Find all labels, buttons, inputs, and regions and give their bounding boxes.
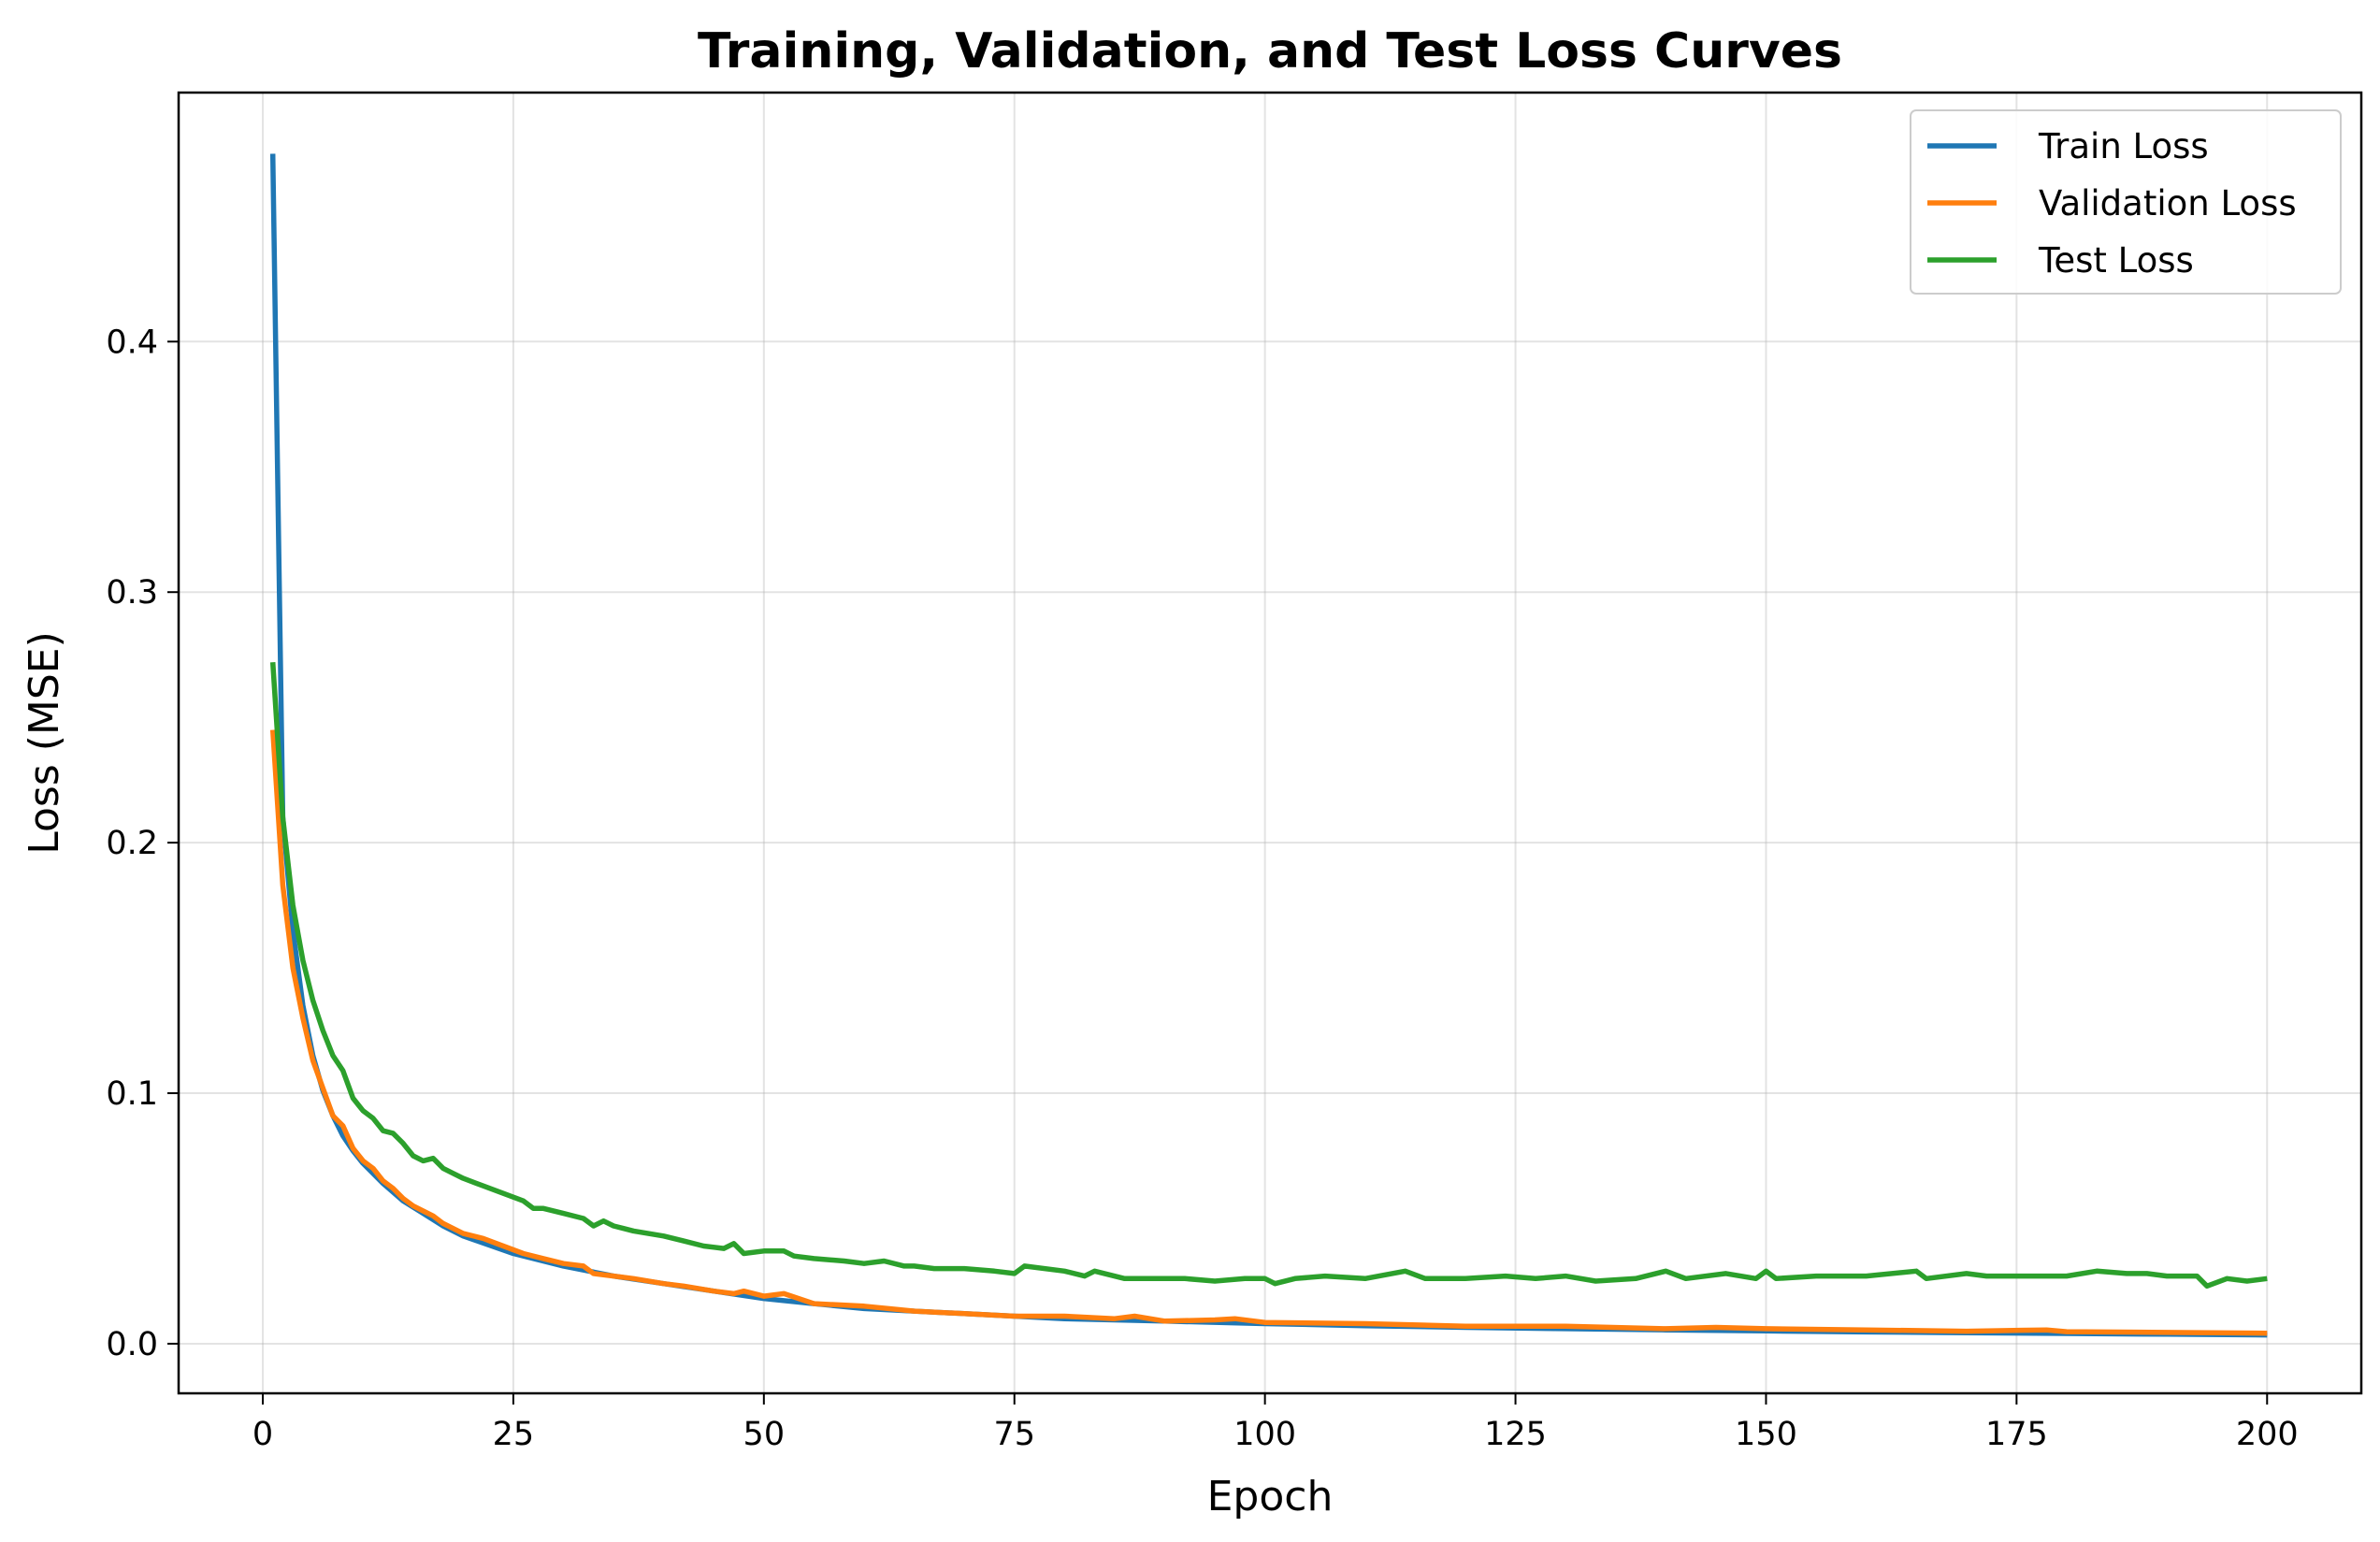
x-tick-label: 150 [1735,1416,1797,1453]
series-line-validation-loss [269,729,2268,1336]
x-tick-label: 100 [1233,1416,1296,1453]
x-tick-label: 175 [1985,1416,2048,1453]
legend-label: Train Loss [2038,126,2209,166]
plot-area [269,153,2268,1338]
y-tick-label: 0.3 [106,574,158,612]
series-line-test-loss [269,662,2268,1290]
x-axis-label: Epoch [1207,1473,1334,1520]
x-tick-label: 0 [252,1416,273,1453]
y-tick-label: 0.1 [106,1075,158,1113]
legend-label: Validation Loss [2039,183,2297,223]
y-axis: 0.0 0.1 0.2 0.3 0.4 [106,324,179,1363]
x-tick-label: 125 [1484,1416,1547,1453]
legend: Train Loss Validation Loss Test Loss [1910,109,2342,295]
x-tick-label: 50 [743,1416,786,1453]
y-tick-label: 0.2 [106,825,158,862]
legend-box [1910,109,2342,295]
x-tick-label: 200 [2236,1416,2299,1453]
grid [179,93,2361,1393]
chart-title: Training, Validation, and Test Loss Curv… [698,23,1842,79]
y-axis-label: Loss (MSE) [21,631,68,855]
x-axis: 0 25 50 75 100 125 150 175 200 [252,1393,2299,1453]
y-tick-label: 0.0 [106,1326,158,1363]
axes-frame [177,91,2363,1395]
y-tick-label: 0.4 [106,324,158,361]
legend-label: Test Loss [2038,240,2194,281]
x-tick-label: 75 [993,1416,1035,1453]
x-tick-label: 25 [493,1416,535,1453]
